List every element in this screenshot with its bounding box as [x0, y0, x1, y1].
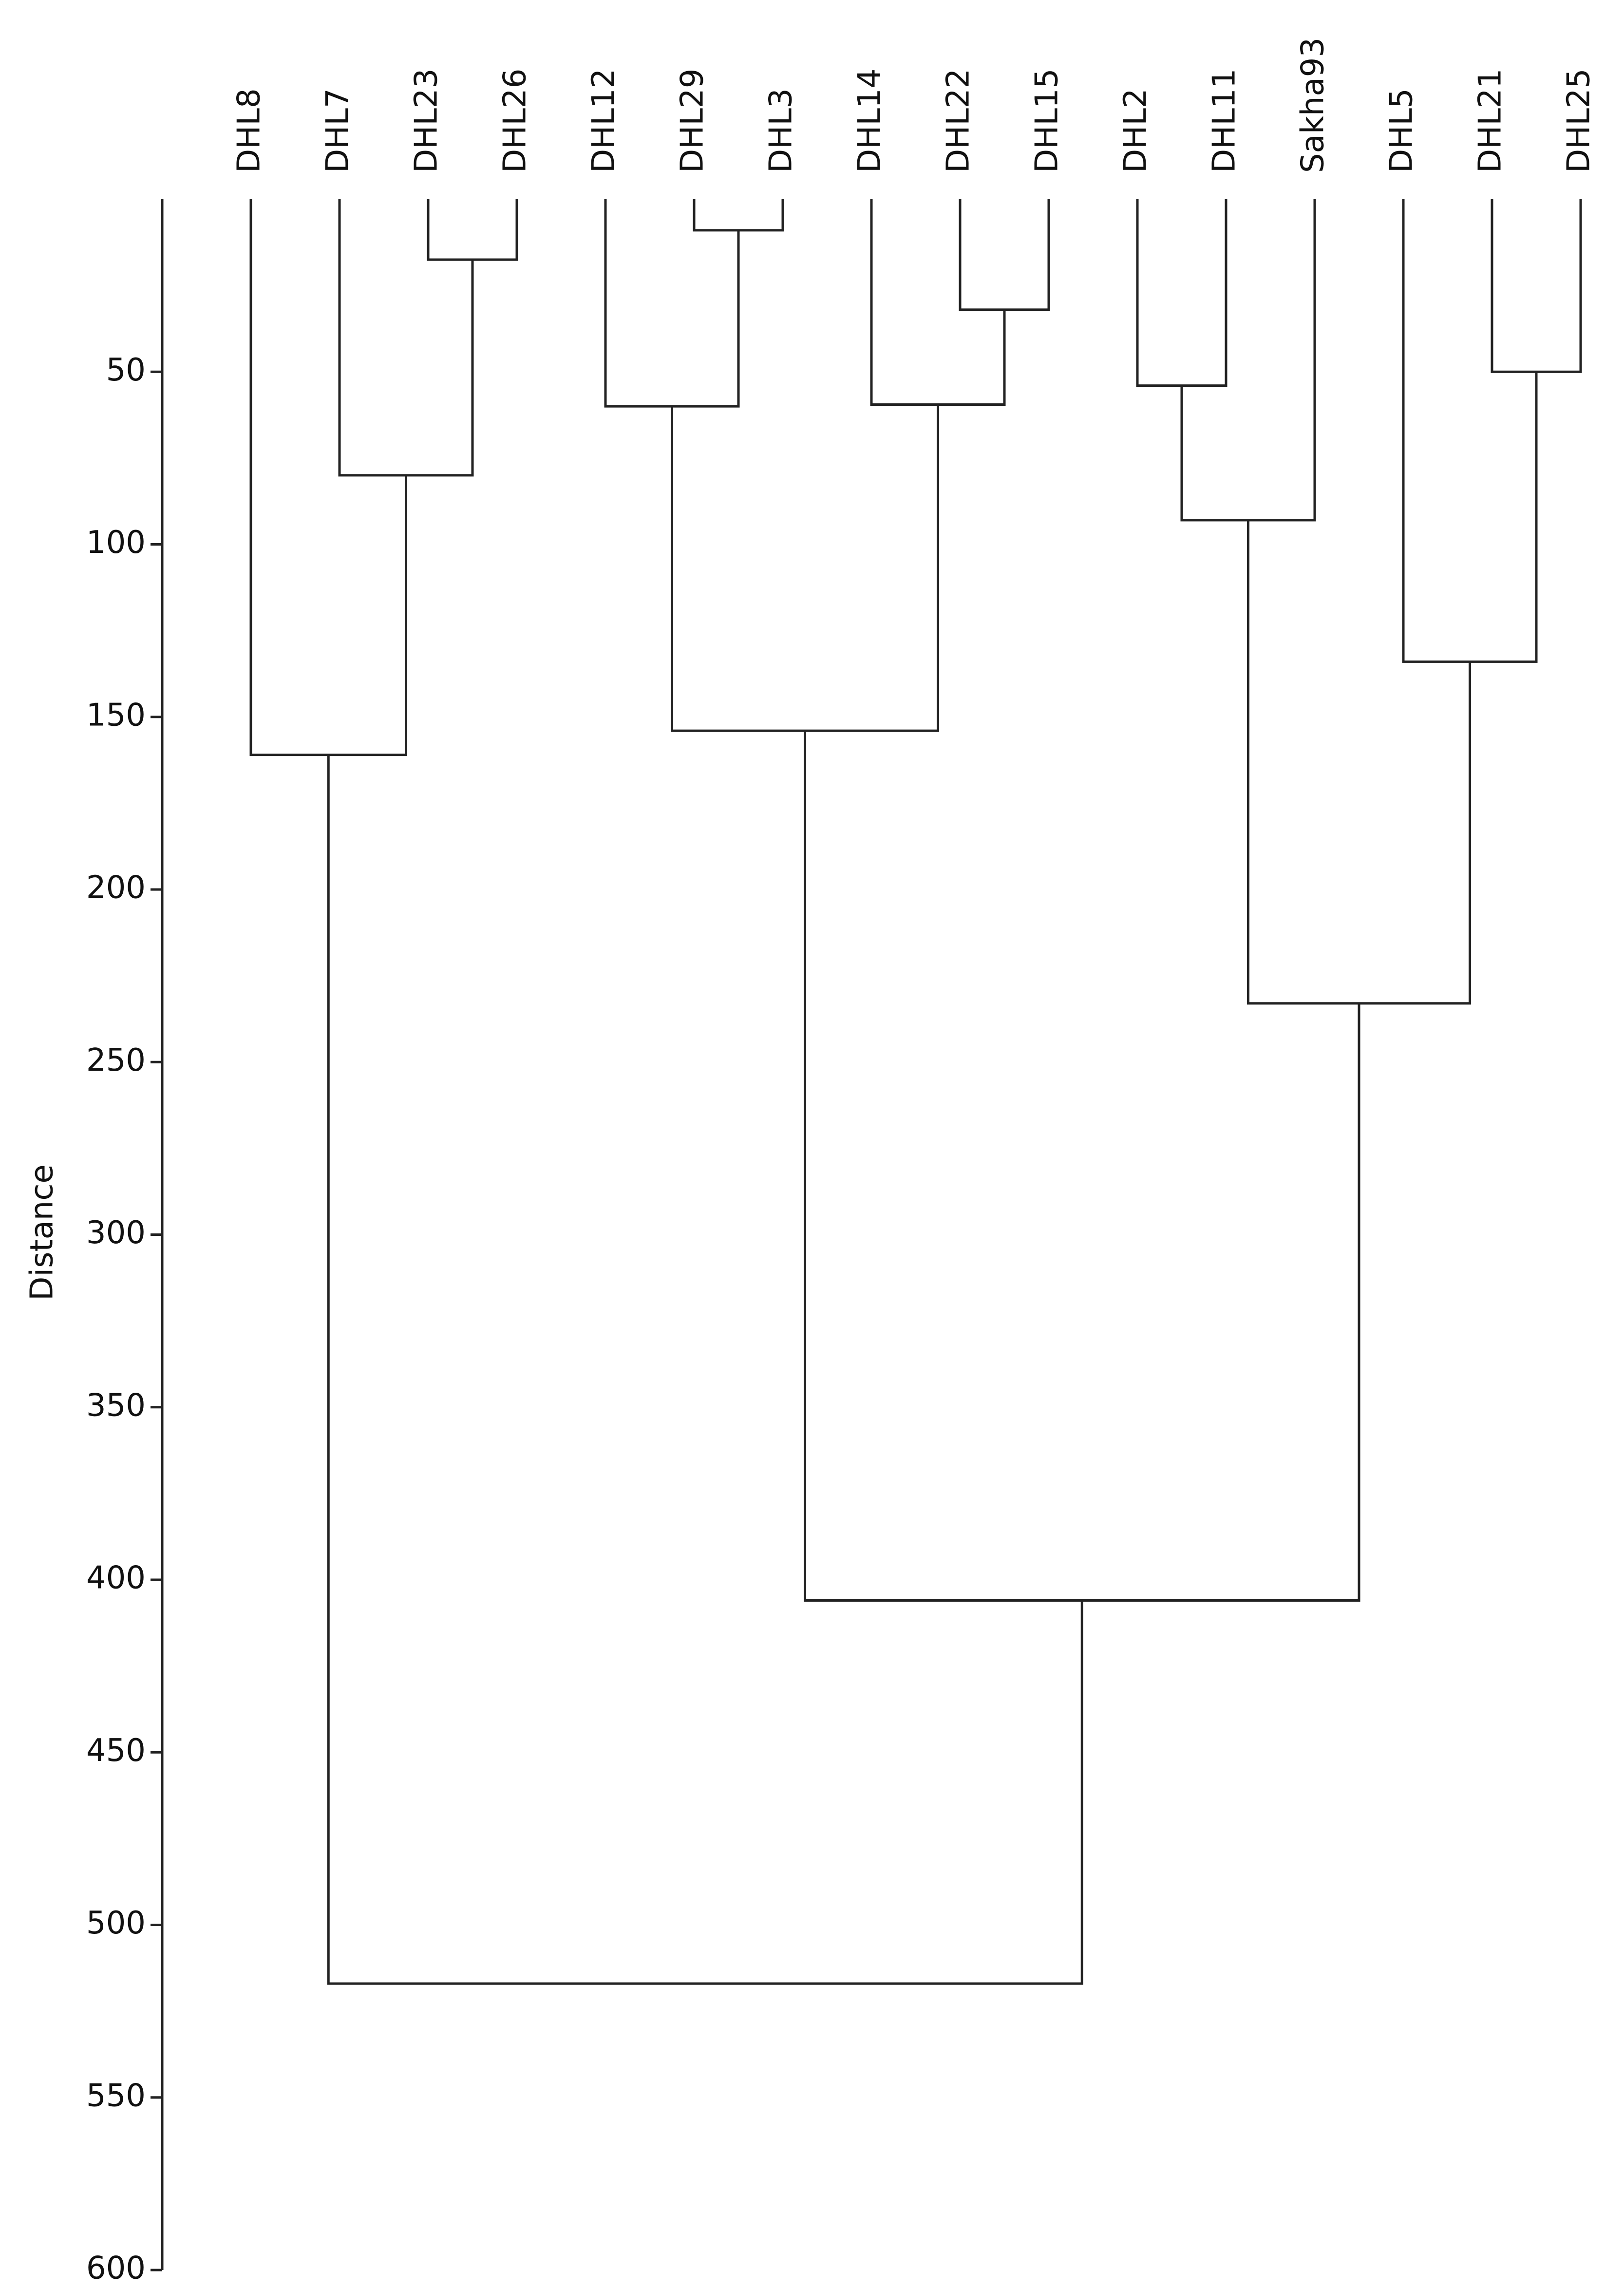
leaf-label: DHL11 — [1207, 69, 1243, 173]
merge-link — [1180, 199, 1316, 522]
leaf-label: DHL5 — [1384, 88, 1420, 173]
leaf-label: DHL7 — [320, 88, 356, 173]
leaf-label: DHL3 — [763, 88, 799, 173]
y-tick-label: 500 — [86, 1905, 146, 1941]
merge-link — [870, 199, 1006, 406]
merge-link — [693, 199, 784, 232]
y-tick-label: 250 — [86, 1042, 146, 1079]
y-tick-label: 600 — [86, 2251, 146, 2287]
leaf-label: DHL23 — [409, 69, 445, 173]
merge-link — [427, 199, 518, 261]
leaf-label: DHL15 — [1029, 69, 1065, 173]
merge-link — [1402, 199, 1538, 663]
leaf-label: DHL26 — [497, 69, 533, 173]
merge-link — [338, 199, 474, 477]
y-tick-label: 100 — [86, 525, 146, 561]
merge-link — [327, 755, 1083, 1985]
merge-link — [671, 404, 939, 732]
leaf-label: Sakha93 — [1295, 38, 1331, 173]
leaf-label: DHL12 — [586, 69, 622, 173]
y-tick-label: 50 — [106, 352, 146, 388]
y-tick-label: 350 — [86, 1387, 146, 1423]
merge-link — [249, 199, 407, 757]
y-tick-label: 450 — [86, 1733, 146, 1769]
merge-link — [959, 199, 1050, 311]
y-tick-label: 550 — [86, 2078, 146, 2114]
leaf-label: DHL21 — [1473, 69, 1509, 173]
merge-link — [1491, 199, 1582, 373]
merge-link — [1247, 520, 1471, 1005]
y-axis-label: Distance — [24, 1164, 60, 1301]
leaf-label: DHL8 — [231, 88, 267, 173]
leaf-label: DHL14 — [852, 69, 888, 173]
leaf-label: DHL25 — [1561, 69, 1597, 173]
leaf-label: DHL2 — [1118, 88, 1154, 173]
leaf-label: DHL29 — [675, 69, 711, 173]
y-tick-label: 400 — [86, 1560, 146, 1596]
y-tick-label: 150 — [86, 697, 146, 733]
y-tick-label: 200 — [86, 870, 146, 906]
leaf-label: DHL22 — [941, 69, 977, 173]
merge-link — [1136, 199, 1227, 387]
y-tick-label: 300 — [86, 1215, 146, 1251]
merge-link — [804, 731, 1360, 1602]
